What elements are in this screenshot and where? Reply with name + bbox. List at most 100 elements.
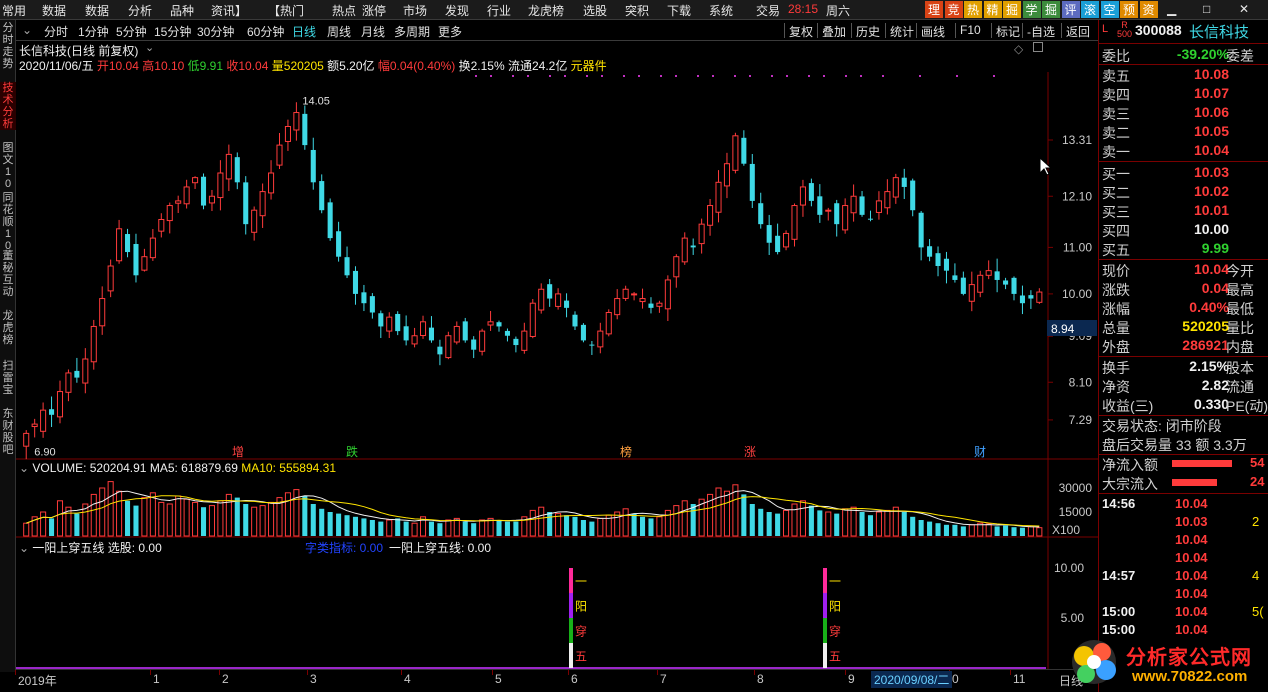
menu-item-7[interactable]: 热点 [332,4,357,18]
menu-item-6[interactable]: 【热门 [268,4,305,18]
toolbar-button-2[interactable]: 历史 [856,25,881,39]
candle [977,270,984,298]
stock-name[interactable]: 长信科技 [1189,24,1250,41]
period-tab-5[interactable]: 60分钟 [247,25,285,39]
toolbar-collapse-icon[interactable]: ⌄ [22,23,33,37]
quick-button-10[interactable]: 预 [1120,1,1138,18]
toolbar-button-7[interactable]: -自选 [1027,25,1055,39]
toolbar-button-8[interactable]: 返回 [1066,25,1091,39]
left-tab-4[interactable]: 董秘互动 [0,250,16,298]
quick-button-6[interactable]: 掘 [1042,1,1060,18]
toolbar-button-0[interactable]: 复权 [789,25,814,39]
kline-chart[interactable]: 13.3112.1011.0010.009.098.107.298.9414.0… [16,72,1098,672]
bid-row[interactable]: 买五 9.99 [1102,240,1267,259]
candle [927,239,933,262]
indicator-collapse-icon[interactable]: ⌄ [19,541,30,555]
menu-item-9[interactable]: 市场 [403,4,428,18]
bid-row[interactable]: 买四 10.00 [1102,221,1267,240]
event-marker-2[interactable]: 榜 [620,444,632,459]
toolbar-button-3[interactable]: 统计 [890,25,915,39]
toolbar-button-6[interactable]: 标记 [996,25,1021,39]
quick-button-9[interactable]: 空 [1100,1,1119,18]
menu-item-8[interactable]: 涨停 [362,4,387,18]
price-tick-label: 12.10 [1062,189,1092,203]
event-marker-3[interactable]: 涨 [744,444,756,459]
event-marker-0[interactable]: 增 [232,445,244,459]
bid-row[interactable]: 买二 10.02 [1102,183,1267,202]
event-marker-1[interactable]: 跌 [346,444,358,459]
quick-button-11[interactable]: 资 [1139,1,1158,18]
period-tab-8[interactable]: 月线 [361,25,386,39]
quick-button-1[interactable]: 竞 [944,1,963,18]
ask-row[interactable]: 卖四 10.07 [1102,85,1267,104]
minimize-icon[interactable]: ▁ [1167,2,1177,16]
restore-icon[interactable]: □ [1203,2,1211,16]
tick-extra: 2 [1252,514,1260,529]
event-dot [697,75,699,77]
menu-item-1[interactable]: 数据 [42,4,67,18]
left-tab-2[interactable]: 图文10 [0,142,16,190]
left-tab-label-7: 东财股吧 [2,408,14,456]
event-marker-4[interactable]: 财 [974,445,986,459]
bid-row[interactable]: 买三 10.01 [1102,202,1267,221]
left-tab-0[interactable]: 分时走势 [0,22,16,70]
period-tab-1[interactable]: 1分钟 [78,25,109,39]
toolbar-button-1[interactable]: 叠加 [822,25,847,39]
quick-button-0[interactable]: 理 [925,1,943,18]
menu-item-15[interactable]: 下载 [667,4,692,18]
toolbar-button-5[interactable]: F10 [960,23,981,37]
menu-item-5[interactable]: 资讯】 [211,4,248,18]
menu-item-17[interactable]: 交易 [756,4,781,18]
menu-item-4[interactable]: 品种 [170,4,195,18]
period-tab-3[interactable]: 15分钟 [154,25,192,39]
period-tab-9[interactable]: 多周期 [394,25,431,39]
quick-button-4[interactable]: 掘 [1003,1,1021,18]
period-tab-4[interactable]: 30分钟 [197,25,235,39]
menu-item-13[interactable]: 选股 [583,4,608,18]
left-tab-1[interactable]: 技术分析 [0,82,16,130]
period-tab-6[interactable]: 日线 [292,25,317,39]
left-tab-7[interactable]: 东财股吧 [0,408,16,456]
left-tab-3[interactable]: 同花顺10 [0,192,16,252]
quick-button-5[interactable]: 学 [1022,1,1041,18]
bid-label: 买二 [1102,185,1130,201]
candle [234,152,240,190]
close-icon[interactable]: ✕ [1239,2,1250,16]
volume-bar [555,513,562,537]
ask-row[interactable]: 卖三 10.06 [1102,104,1267,123]
menu-item-0[interactable]: 常用 [2,4,27,18]
volume-bar [445,519,452,537]
event-dot [490,75,492,77]
menu-item-3[interactable]: 分析 [128,4,153,18]
period-tab-0[interactable]: 分时 [44,25,69,39]
quick-button-8[interactable]: 滚 [1081,1,1099,18]
menu-item-12[interactable]: 龙虎榜 [528,4,565,18]
volume-collapse-icon[interactable]: ⌄ [19,461,30,475]
quick-button-2[interactable]: 热 [964,1,982,18]
volume-bar [892,506,899,537]
period-tab-7[interactable]: 周线 [327,25,352,39]
menu-item-16[interactable]: 系统 [709,4,734,18]
ask-row[interactable]: 卖二 10.05 [1102,123,1267,142]
left-tab-5[interactable]: 龙虎榜 [0,310,16,346]
maximize-icon[interactable] [1033,42,1043,52]
menu-item-11[interactable]: 行业 [487,4,512,18]
period-tab-10[interactable]: 更多 [438,25,463,39]
menu-item-14[interactable]: 突积 [625,4,650,18]
vol-value: 520205 [283,59,324,73]
ask-row[interactable]: 卖一 10.04 [1102,142,1267,161]
quick-button-3[interactable]: 精 [983,1,1002,18]
ask-row[interactable]: 卖五 10.08 [1102,66,1267,85]
diamond-icon[interactable]: ◇ [1014,42,1024,56]
period-tab-2[interactable]: 5分钟 [116,25,147,39]
menu-item-2[interactable]: 数据 [85,4,110,18]
left-tab-6[interactable]: 扫雷宝 [0,360,16,396]
title-collapse-icon[interactable]: ⌄ [145,42,155,54]
volume-bar [386,519,393,537]
menu-item-10[interactable]: 发现 [445,4,470,18]
bid-row[interactable]: 买一 10.03 [1102,164,1267,183]
quick-button-7[interactable]: 评 [1061,1,1080,18]
sector-label[interactable]: 元器件 [570,59,607,73]
indicator-tag: 字类指标: 0.00 [305,541,384,555]
toolbar-button-4[interactable]: 画线 [921,25,946,39]
